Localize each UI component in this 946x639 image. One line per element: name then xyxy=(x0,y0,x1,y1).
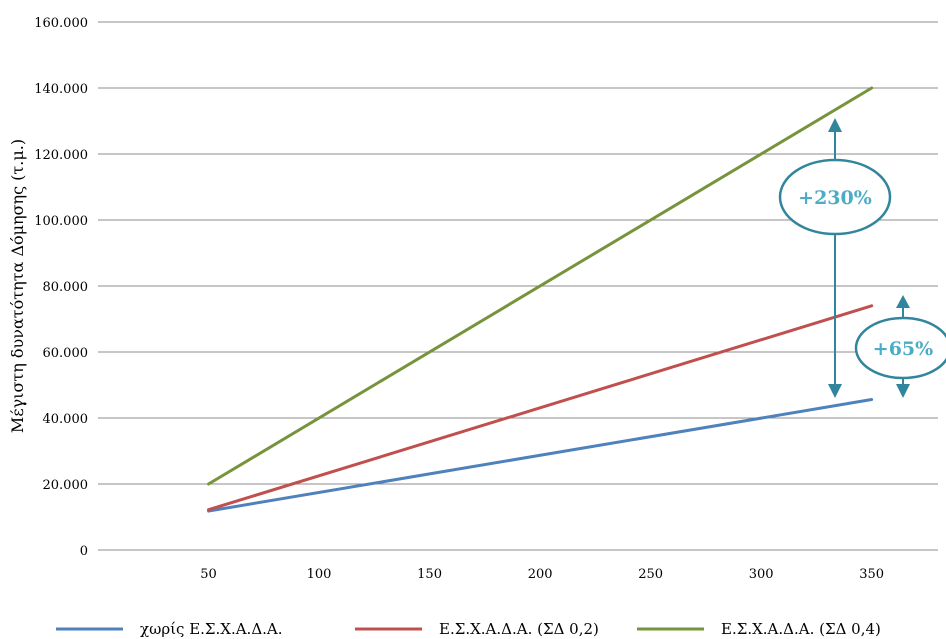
y-tick-label: 0 xyxy=(80,544,88,559)
x-axis-ticks: 50 100 150 200 250 300 350 xyxy=(200,567,884,582)
annotation-230-text: +230% xyxy=(798,187,872,209)
x-tick-label: 200 xyxy=(528,567,553,582)
legend-label: χωρίς Ε.Σ.Χ.Α.Δ.Α. xyxy=(140,620,283,638)
annotation-65-arrowhead-down xyxy=(896,384,910,398)
series-lines xyxy=(207,86,874,513)
legend-label: Ε.Σ.Χ.Α.Δ.Α. (ΣΔ 0,2) xyxy=(439,620,599,638)
y-tick-label: 100.000 xyxy=(34,214,88,229)
y-axis-ticks: 0 20.000 40.000 60.000 80.000 100.000 120.000 1… xyxy=(34,16,88,559)
y-tick-label: 80.000 xyxy=(43,280,89,295)
annotation-65: +65% xyxy=(854,295,946,398)
legend-label: Ε.Σ.Χ.Α.Δ.Α. (ΣΔ 0,4) xyxy=(721,620,881,638)
y-tick-label: 160.000 xyxy=(34,16,88,31)
y-tick-label: 40.000 xyxy=(43,412,89,427)
gridlines xyxy=(98,21,938,485)
annotation-65-text: +65% xyxy=(873,338,933,360)
x-tick-label: 250 xyxy=(638,567,663,582)
y-tick-label: 120.000 xyxy=(34,148,88,163)
x-tick-label: 150 xyxy=(417,567,442,582)
annotation-230-bubble xyxy=(778,158,892,236)
annotation-230-arrowhead-up xyxy=(828,118,842,132)
annotation-230-arrowhead-down xyxy=(828,384,842,398)
y-tick-label: 60.000 xyxy=(43,346,89,361)
legend: χωρίς Ε.Σ.Χ.Α.Δ.Α. Ε.Σ.Χ.Α.Δ.Α. (ΣΔ 0,2) Ε… xyxy=(56,620,881,638)
annotation-65-arrowhead-up xyxy=(896,295,910,308)
annotation-65-bubble xyxy=(854,316,946,380)
y-tick-label: 140.000 xyxy=(34,82,88,97)
series-line-1 xyxy=(207,398,874,513)
x-tick-label: 300 xyxy=(749,567,774,582)
series-line-2 xyxy=(207,304,874,512)
x-tick-label: 50 xyxy=(200,567,217,582)
x-tick-label: 100 xyxy=(307,567,332,582)
y-tick-label: 20.000 xyxy=(43,478,89,493)
annotation-230: +230% xyxy=(778,118,892,398)
series-line-3 xyxy=(207,86,874,486)
y-axis-label: Μέγιστη δυνατότητα Δόμησης (τ.μ.) xyxy=(8,139,27,433)
x-tick-label: 350 xyxy=(859,567,884,582)
